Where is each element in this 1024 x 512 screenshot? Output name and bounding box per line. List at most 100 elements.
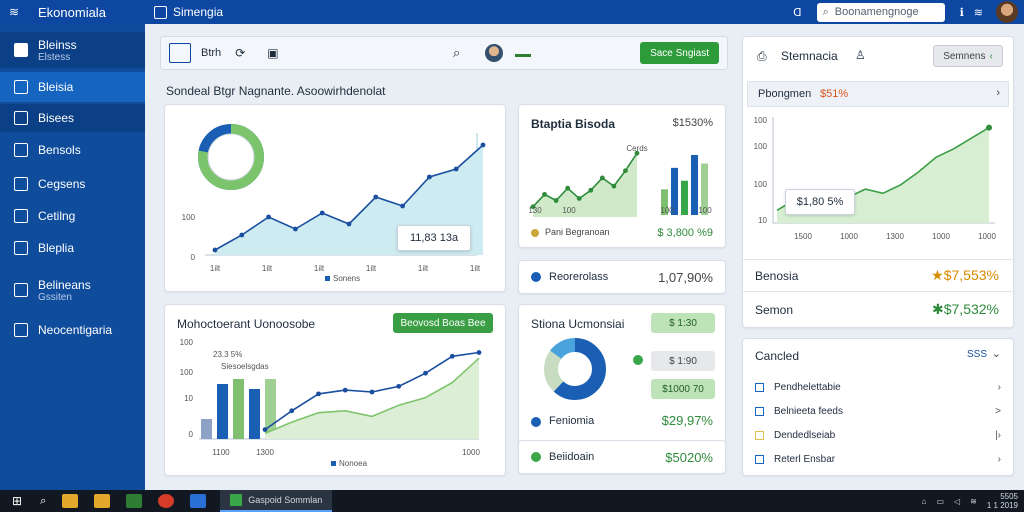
line-series-point [316, 391, 321, 397]
settings-icon[interactable]: ≋ [973, 6, 983, 19]
x-tick-label: 100 [660, 206, 674, 215]
printer-icon[interactable]: ⎙ [757, 49, 767, 63]
sidebar-item-home[interactable]: Bleisia [0, 72, 145, 102]
donut-card: Stiona Ucmonsiai $ 1:30 $ 1:90 $1000 70 … [518, 304, 726, 444]
windows-start-icon[interactable]: ⊞ [12, 494, 23, 508]
sidebar-item-briefcase[interactable]: Bleplia [0, 236, 145, 260]
avatar[interactable] [996, 1, 1018, 23]
list-item[interactable]: Reterl Ensbar › [755, 451, 1005, 467]
annotation-label: 23.3 5% [213, 350, 242, 359]
x-tick-label: 1ilt [314, 264, 325, 273]
list-item[interactable]: Pendhelettabie › [755, 379, 1005, 395]
y-tick-label: 100 [180, 368, 194, 377]
kpi-series-point [599, 175, 605, 181]
x-tick-label: 1300 [256, 448, 274, 457]
excel-icon[interactable] [126, 494, 143, 508]
search-icon[interactable]: ⌕ [453, 45, 461, 60]
legend-dot [633, 355, 643, 365]
refresh-icon[interactable]: ⟳ [235, 46, 246, 60]
gear-icon[interactable]: ᗡ [793, 6, 802, 19]
home-green-icon[interactable] [515, 46, 531, 60]
chevron-down-icon[interactable]: ⌄ [991, 348, 1001, 360]
folder-icon[interactable] [62, 494, 79, 508]
donut-inner-ring [207, 133, 255, 181]
y-tick-label: 0 [191, 253, 196, 262]
network-icon[interactable]: ⌂ [921, 496, 927, 506]
wifi-icon[interactable]: ≋ [970, 496, 977, 506]
list-item-label: Belnieeta feeds [774, 405, 843, 417]
main-series-point [427, 174, 432, 180]
bottom-chart-button[interactable]: Beovosd Boas Bee [393, 313, 493, 333]
stat-card-3[interactable]: Beiidoain $5020% [518, 440, 726, 474]
right-chart: 100 100 100 10 1500 1000 1300 1000 1000 [754, 116, 997, 241]
list-item[interactable]: Belnieeta feeds > [755, 403, 1005, 419]
line-series-point [449, 353, 455, 359]
kpi-series-point [623, 168, 628, 174]
chevron-right-icon: › [997, 381, 1001, 393]
sidebar-item-home-2[interactable]: Bisees [0, 104, 145, 132]
home-outline-icon [14, 111, 28, 125]
right-panel: ⎙ Stemnacia ♙ Semnens ‹ Pbongmen $51% › … [742, 36, 1015, 328]
primary-action-button[interactable]: Sace Sngiast [640, 42, 719, 64]
stat-value: 1,07,90% [658, 270, 713, 285]
search-input[interactable]: ⌕ Boonamengnoge [816, 2, 945, 22]
sidebar-item-sublabel: Elstess [38, 51, 71, 63]
sidebar-item-grid[interactable]: Neocentigaria [0, 318, 145, 342]
divider [743, 259, 1015, 260]
line-series-point [342, 387, 348, 393]
save-icon[interactable]: ▣ [267, 46, 279, 60]
system-tray: ⌂ ▭ ◁ ≋ 5505 1 1 2019 [922, 492, 1018, 510]
donut-pill-1[interactable]: $ 1:30 [651, 313, 715, 333]
volume-icon[interactable]: ◁ [954, 496, 961, 506]
browser-icon[interactable] [158, 494, 175, 508]
stat-label: Reorerolass [549, 271, 609, 283]
stat-card-1[interactable]: Reorerolass 1,07,90% [518, 260, 726, 294]
avatar[interactable] [485, 44, 503, 62]
help-icon[interactable]: ℹ [959, 6, 964, 19]
list-item-icon [755, 430, 764, 440]
taskbar: ⊞ ⌕ Gaspoid Sommlan ⌂ ▭ ◁ ≋ 5505 1 1 201… [0, 490, 1024, 512]
right-subheader-value: $51% [820, 88, 849, 100]
toolbar-label: Btrh [201, 47, 222, 59]
kpi-series-point [530, 204, 536, 210]
clock-date: 1 1 2019 [986, 501, 1018, 510]
right-panel-button[interactable]: Semnens ‹ [933, 45, 1003, 67]
search-icon[interactable]: ⌕ [40, 494, 47, 507]
store-icon[interactable] [190, 494, 207, 508]
sidebar-item-text: Belineans Gssiten [38, 278, 91, 303]
sidebar-item-reports[interactable]: Belineans Gssiten [0, 274, 145, 306]
kpi-top-label: Cerds [626, 144, 647, 153]
kpi-title: Btaptia Bisoda [531, 117, 616, 131]
area-series-line [264, 357, 480, 435]
user-icon[interactable]: ♙ [855, 48, 866, 62]
layout-toggle-button[interactable] [169, 43, 191, 63]
sidebar-item-cards[interactable]: Cegsens [0, 172, 145, 196]
right-series-end-point [986, 124, 992, 131]
kpi-series-point [588, 187, 594, 193]
main-series-point [400, 203, 405, 209]
taskbar-active-app-label: Gaspoid Sommlan [248, 495, 323, 505]
list-item[interactable]: Dendedlseiab |› [755, 427, 1005, 443]
sidebar-item-people[interactable]: Bensols [0, 138, 145, 162]
layers-icon[interactable]: ≋ [8, 5, 20, 19]
line-series-point [262, 427, 268, 432]
nav-tab[interactable]: Simengia [154, 5, 223, 19]
list-action[interactable]: SSS [966, 349, 987, 360]
donut-pill-2: $ 1:90 [651, 351, 715, 371]
legend-label: Nonoea [339, 459, 368, 468]
stat-value: $5020% [665, 450, 713, 465]
battery-icon[interactable]: ▭ [936, 496, 944, 506]
right-subheader[interactable]: Pbongmen $51% › [747, 81, 1009, 107]
legend-dot [531, 229, 539, 237]
sidebar-item-dashboard[interactable]: Bleinss Elstess [0, 32, 145, 68]
y-tick-label: 0 [189, 430, 194, 439]
sidebar-item-label: Bisees [38, 111, 75, 125]
sidebar-item-label: Cegsens [38, 177, 86, 191]
clock[interactable]: 5505 1 1 2019 [987, 492, 1018, 510]
list-title: Cancled [755, 349, 800, 363]
x-tick-label: 100 [698, 206, 712, 215]
folder-icon[interactable] [94, 494, 111, 508]
x-tick-label: 130 [528, 206, 542, 215]
sidebar-item-window[interactable]: Cetilng [0, 204, 145, 228]
taskbar-active-app[interactable]: Gaspoid Sommlan [220, 490, 333, 512]
